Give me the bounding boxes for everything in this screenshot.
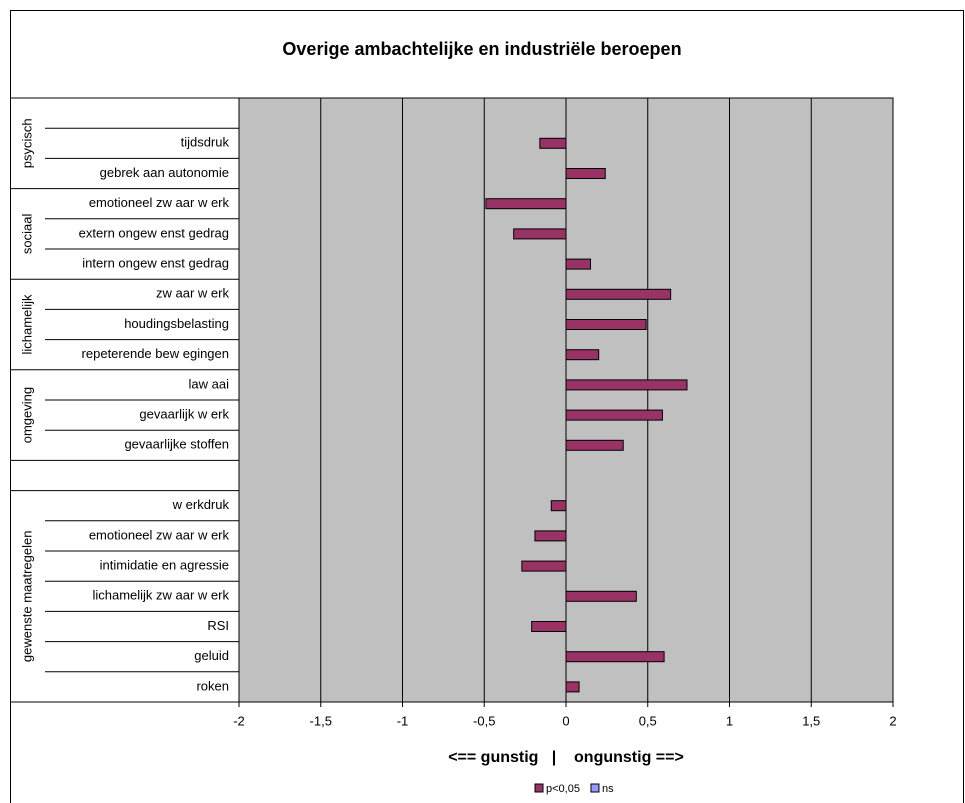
- group-label: psycisch: [19, 118, 34, 168]
- x-tick-label: -0,5: [473, 713, 495, 728]
- bar: [565, 349, 600, 361]
- legend-swatch: [534, 783, 544, 793]
- bar: [565, 258, 592, 270]
- legend-label: ns: [602, 783, 614, 795]
- y-tick-label: gevaarlijk w erk: [139, 407, 229, 422]
- y-tick-label: gevaarlijke stoffen: [124, 437, 229, 452]
- y-tick-label: houdingsbelasting: [124, 316, 229, 331]
- y-tick-label: extern ongew enst gedrag: [79, 225, 229, 240]
- bar: [565, 319, 647, 330]
- x-tick-label: -1: [397, 713, 409, 728]
- chart-title: Overige ambachtelijke en industriële ber…: [282, 39, 681, 59]
- bar: [565, 439, 624, 451]
- x-tick-label: -2: [233, 713, 245, 728]
- bar: [550, 500, 567, 512]
- y-tick-label: intern ongew enst gedrag: [82, 256, 229, 271]
- x-axis-label: <== gunstig | ongunstig ==>: [448, 749, 684, 766]
- x-tick-label: 2: [889, 713, 896, 728]
- bar: [485, 198, 567, 210]
- legend-swatch: [590, 783, 600, 793]
- group-label: lichamelijk: [19, 294, 34, 354]
- x-tick-label: -1,5: [310, 713, 332, 728]
- y-tick-label: gebrek aan autonomie: [100, 165, 229, 180]
- bar: [534, 530, 567, 542]
- bar: [513, 228, 567, 240]
- group-label: sociaal: [19, 214, 34, 255]
- y-tick-label: RSI: [207, 618, 229, 633]
- bar: [565, 409, 663, 421]
- y-tick-label: emotioneel zw aar w erk: [89, 195, 230, 210]
- bar: [565, 168, 606, 179]
- y-tick-label: intimidatie en agressie: [100, 558, 229, 573]
- bar: [531, 621, 567, 632]
- bar: [565, 288, 672, 300]
- y-tick-label: repeterende bew egingen: [82, 346, 229, 361]
- y-tick-label: emotioneel zw aar w erk: [89, 527, 230, 542]
- bar: [565, 379, 688, 391]
- group-label: omgeving: [19, 387, 34, 443]
- y-tick-label: geluid: [194, 648, 229, 663]
- x-tick-label: 0,5: [639, 713, 657, 728]
- bar: [565, 590, 637, 602]
- bar: [565, 651, 665, 663]
- y-tick-label: zw aar w erk: [156, 286, 229, 301]
- y-tick-label: roken: [196, 678, 229, 693]
- bar: [565, 681, 580, 693]
- x-tick-label: 0: [562, 713, 569, 728]
- bar: [539, 137, 567, 149]
- legend-label: p<0,05: [546, 783, 580, 795]
- y-tick-label: w erkdruk: [172, 497, 230, 512]
- y-tick-label: law aai: [189, 376, 230, 391]
- x-tick-label: 1,5: [802, 713, 820, 728]
- x-tick-label: 1: [726, 713, 733, 728]
- group-label: gewenste maatregelen: [19, 531, 34, 663]
- y-tick-label: tijdsdruk: [181, 135, 230, 150]
- y-tick-label: lichamelijk zw aar w erk: [92, 588, 229, 603]
- bar: [521, 560, 567, 572]
